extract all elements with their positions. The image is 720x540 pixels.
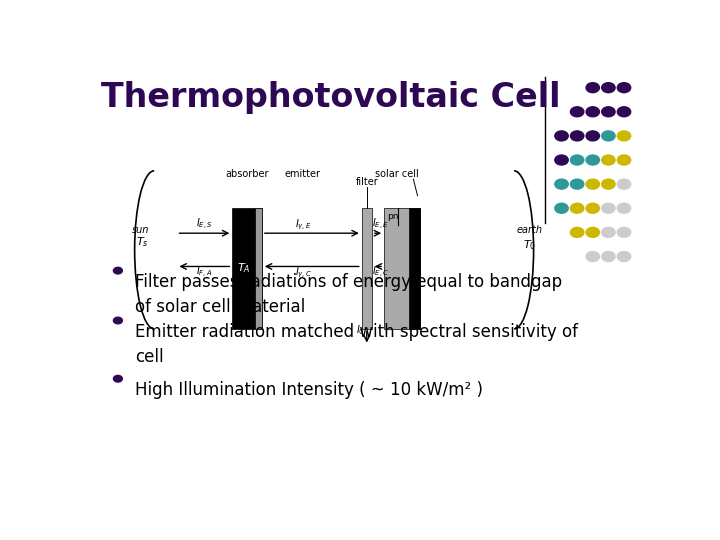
Circle shape <box>586 252 600 261</box>
Text: $I_{\gamma,C}$: $I_{\gamma,C}$ <box>295 265 312 280</box>
Circle shape <box>570 227 584 238</box>
Circle shape <box>602 203 615 213</box>
Circle shape <box>602 252 615 261</box>
Circle shape <box>602 155 615 165</box>
Circle shape <box>555 131 568 141</box>
Circle shape <box>617 107 631 117</box>
Text: earth: earth <box>517 225 543 235</box>
Circle shape <box>602 179 615 189</box>
Text: $T_s$: $T_s$ <box>135 235 148 249</box>
Circle shape <box>602 131 615 141</box>
Text: $I_{F,A}$: $I_{F,A}$ <box>196 265 212 280</box>
Circle shape <box>570 155 584 165</box>
Bar <box>361 208 372 329</box>
Text: filter: filter <box>356 177 378 187</box>
Text: sun: sun <box>132 225 149 235</box>
Circle shape <box>570 107 584 117</box>
Circle shape <box>617 227 631 238</box>
Text: $T_A$: $T_A$ <box>237 262 251 275</box>
Circle shape <box>114 375 122 382</box>
Circle shape <box>586 227 600 238</box>
Circle shape <box>602 83 615 93</box>
Circle shape <box>114 317 122 324</box>
Circle shape <box>570 131 584 141</box>
Circle shape <box>617 203 631 213</box>
Text: Thermophotovoltaic Cell: Thermophotovoltaic Cell <box>101 82 561 114</box>
Text: solar cell: solar cell <box>374 169 418 179</box>
Circle shape <box>555 155 568 165</box>
Text: $I_{E,E}$: $I_{E,E}$ <box>372 217 390 232</box>
Text: pn: pn <box>387 212 398 221</box>
Bar <box>410 208 420 329</box>
Text: absorber: absorber <box>225 169 269 179</box>
Circle shape <box>586 83 600 93</box>
Text: High Illumination Intensity ( ~ 10 kW/m² ): High Illumination Intensity ( ~ 10 kW/m²… <box>135 381 482 399</box>
Circle shape <box>570 179 584 189</box>
Circle shape <box>602 107 615 117</box>
Circle shape <box>617 131 631 141</box>
Circle shape <box>114 267 122 274</box>
Text: $I_0$: $I_0$ <box>356 323 364 337</box>
Circle shape <box>586 179 600 189</box>
Circle shape <box>586 155 600 165</box>
Text: $I_{E,C}$: $I_{E,C}$ <box>372 265 390 280</box>
Text: Filter passes radiations of energy equal to bandgap
of solar cell material: Filter passes radiations of energy equal… <box>135 273 562 316</box>
Text: $I_{E,S}$: $I_{E,S}$ <box>196 217 213 232</box>
Circle shape <box>617 179 631 189</box>
Text: Emitter radiation matched with spectral sensitivity of
cell: Emitter radiation matched with spectral … <box>135 322 577 366</box>
Circle shape <box>602 227 615 238</box>
Text: emitter: emitter <box>285 169 321 179</box>
Circle shape <box>617 252 631 261</box>
Bar <box>256 208 262 329</box>
Circle shape <box>555 179 568 189</box>
Text: $I_{\gamma,E}$: $I_{\gamma,E}$ <box>295 218 312 232</box>
Circle shape <box>555 203 568 213</box>
Circle shape <box>617 83 631 93</box>
Bar <box>233 208 262 329</box>
Circle shape <box>586 131 600 141</box>
Bar <box>384 208 420 329</box>
Text: $T_0$: $T_0$ <box>523 238 536 252</box>
Circle shape <box>617 155 631 165</box>
Circle shape <box>570 203 584 213</box>
Circle shape <box>586 107 600 117</box>
Circle shape <box>586 203 600 213</box>
